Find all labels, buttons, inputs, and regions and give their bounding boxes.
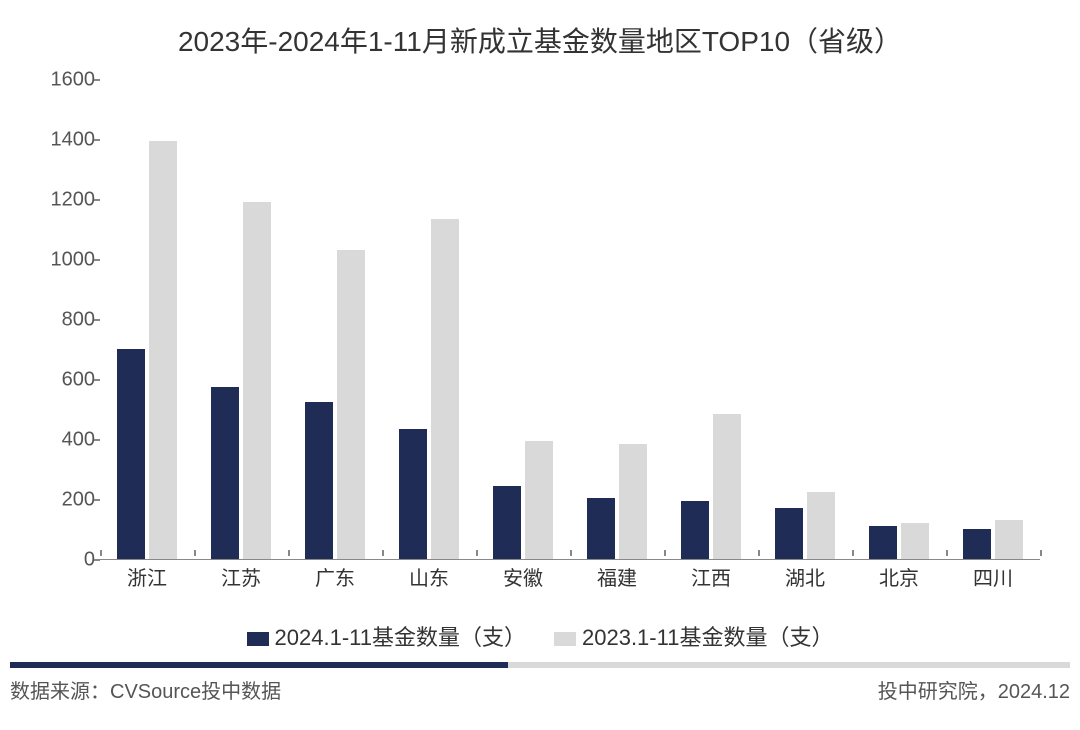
y-tick-label: 0 <box>35 549 95 572</box>
bar <box>807 492 835 560</box>
legend-item: 2024.1-11基金数量（支） <box>247 620 526 652</box>
bar <box>995 520 1023 559</box>
bar <box>681 501 709 560</box>
y-tick-label: 200 <box>35 489 95 512</box>
legend: 2024.1-11基金数量（支） 2023.1-11基金数量（支） <box>0 620 1080 652</box>
y-tick-mark <box>94 439 100 441</box>
bar <box>963 529 991 559</box>
bar <box>431 219 459 560</box>
bar <box>869 526 897 559</box>
y-tick-mark <box>94 319 100 321</box>
y-tick-label: 400 <box>35 429 95 452</box>
y-tick-label: 1400 <box>35 129 95 152</box>
x-tick-mark <box>664 550 666 556</box>
bar <box>493 486 521 560</box>
x-category-label: 江苏 <box>221 562 261 591</box>
footer: 数据来源：CVSource投中数据 投中研究院，2024.12 <box>10 675 1070 704</box>
bar <box>525 441 553 560</box>
footer-divider-dark <box>10 662 508 668</box>
y-tick-mark <box>94 139 100 141</box>
x-category-label: 广东 <box>315 562 355 591</box>
bar <box>619 444 647 560</box>
y-tick-label: 800 <box>35 309 95 332</box>
x-category-label: 北京 <box>879 562 919 591</box>
legend-label: 2024.1-11基金数量（支） <box>275 625 526 650</box>
y-tick-mark <box>94 259 100 261</box>
x-category-label: 福建 <box>597 562 637 591</box>
x-tick-mark <box>100 550 102 556</box>
bar <box>117 349 145 559</box>
x-tick-mark <box>1040 550 1042 556</box>
bar <box>587 498 615 560</box>
x-tick-mark <box>758 550 760 556</box>
x-tick-mark <box>288 550 290 556</box>
y-tick-label: 1200 <box>35 189 95 212</box>
x-category-label: 江西 <box>691 562 731 591</box>
x-tick-mark <box>194 550 196 556</box>
y-tick-label: 600 <box>35 369 95 392</box>
bar <box>901 523 929 559</box>
x-category-label: 浙江 <box>127 562 167 591</box>
y-tick-mark <box>94 79 100 81</box>
legend-swatch <box>247 632 269 646</box>
legend-swatch <box>554 632 576 646</box>
bar <box>243 202 271 559</box>
y-tick-label: 1600 <box>35 69 95 92</box>
x-tick-mark <box>946 550 948 556</box>
y-tick-label: 1000 <box>35 249 95 272</box>
footer-divider <box>10 662 1070 668</box>
chart-area: 02004006008001000120014001600 浙江江苏广东山东安徽… <box>80 70 1050 580</box>
x-tick-mark <box>476 550 478 556</box>
y-tick-mark <box>94 559 100 561</box>
chart-title: 2023年-2024年1-11月新成立基金数量地区TOP10（省级） <box>0 0 1080 70</box>
credit-label: 投中研究院，2024.12 <box>878 675 1070 704</box>
legend-label: 2023.1-11基金数量（支） <box>582 625 833 650</box>
bar <box>337 250 365 559</box>
x-category-label: 山东 <box>409 562 449 591</box>
plot-region: 02004006008001000120014001600 <box>100 80 1040 560</box>
y-tick-mark <box>94 379 100 381</box>
x-tick-mark <box>570 550 572 556</box>
bar <box>775 508 803 559</box>
bar <box>149 141 177 560</box>
x-tick-mark <box>382 550 384 556</box>
legend-item: 2023.1-11基金数量（支） <box>554 620 833 652</box>
bar <box>211 387 239 560</box>
y-tick-mark <box>94 499 100 501</box>
bar <box>713 414 741 560</box>
bar <box>305 402 333 560</box>
y-tick-mark <box>94 199 100 201</box>
x-tick-mark <box>852 550 854 556</box>
x-category-label: 安徽 <box>503 562 543 591</box>
x-category-label: 湖北 <box>785 562 825 591</box>
source-label: 数据来源：CVSource投中数据 <box>10 675 281 704</box>
bar <box>399 429 427 560</box>
footer-divider-light <box>508 662 1070 668</box>
x-category-label: 四川 <box>973 562 1013 591</box>
